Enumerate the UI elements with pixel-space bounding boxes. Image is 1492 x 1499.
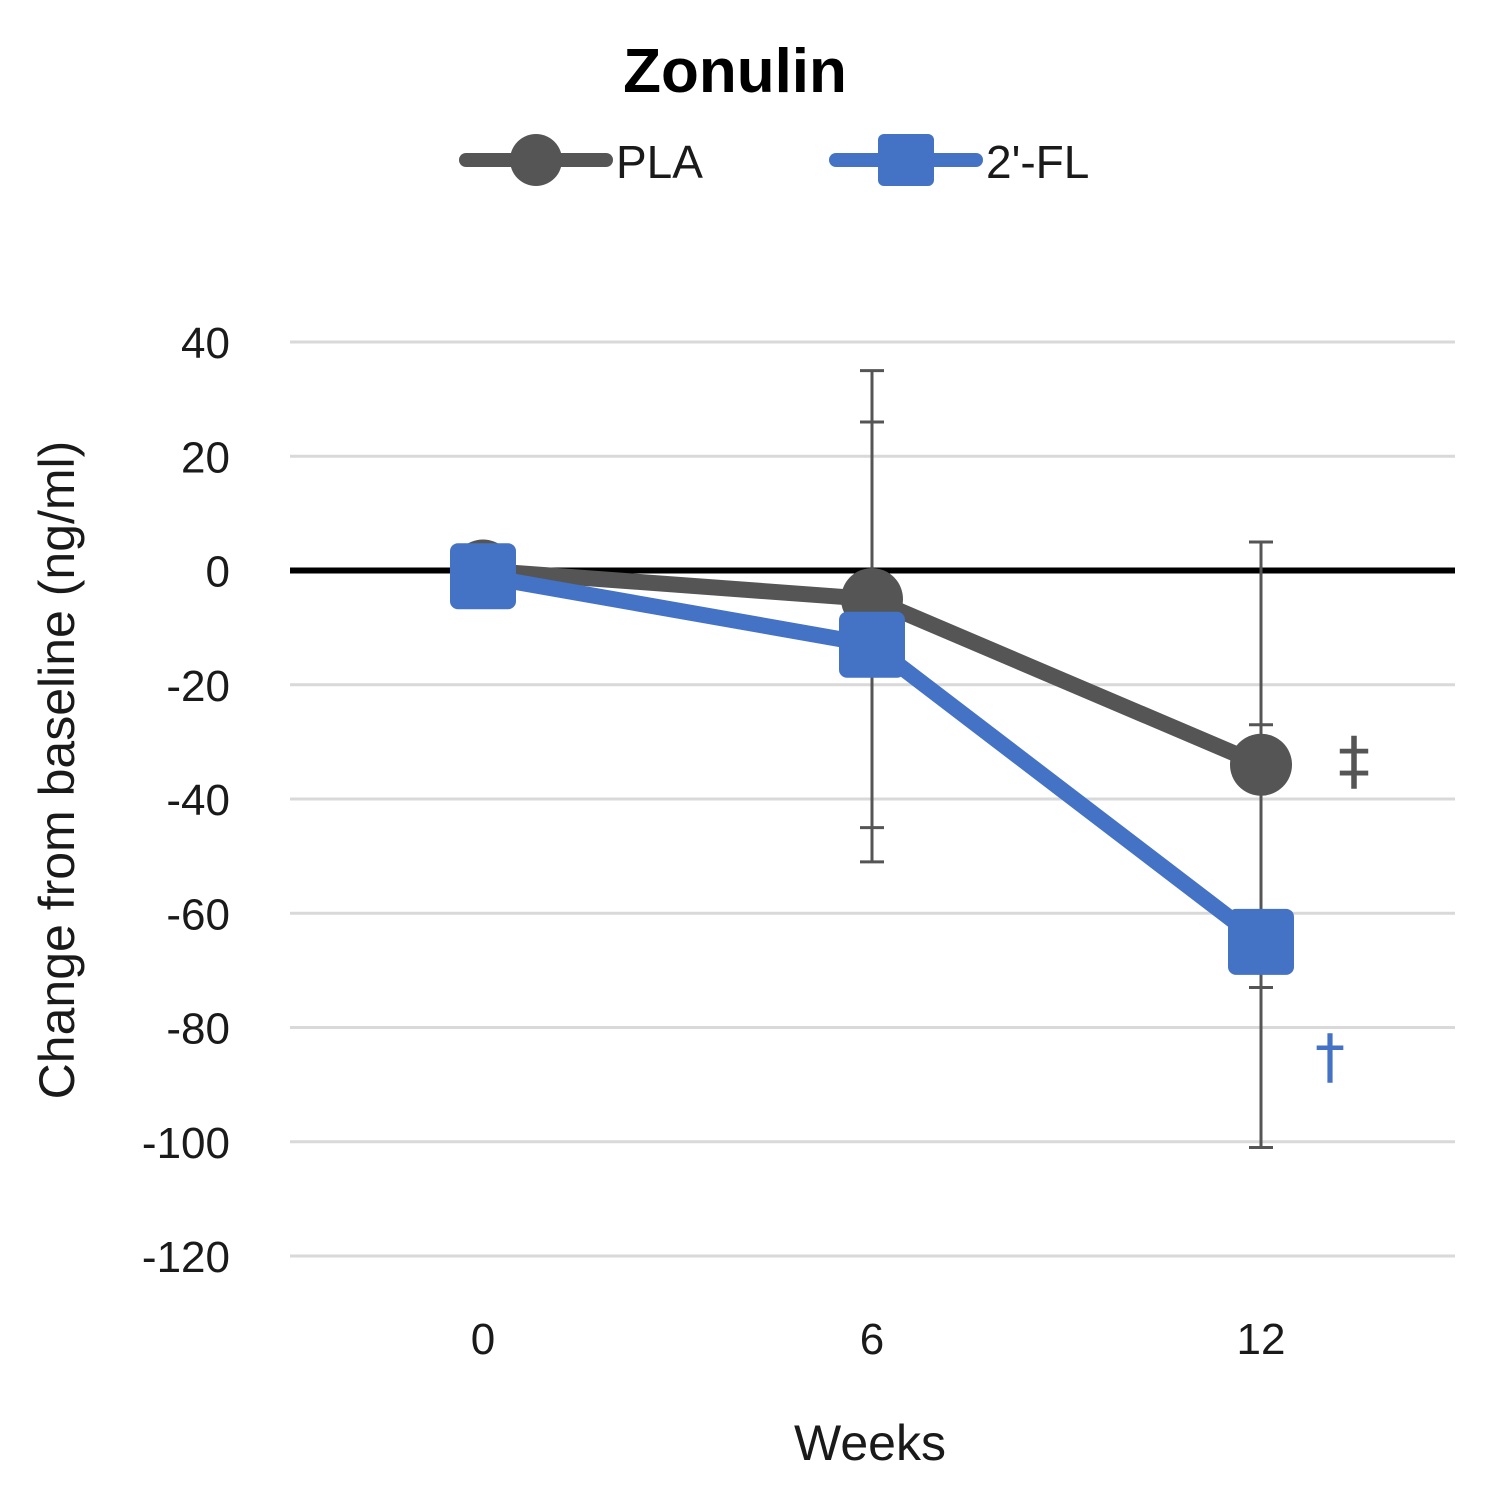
legend: PLA 2'-FL (459, 134, 1089, 188)
legend-item-2fl: 2'-FL (829, 134, 1089, 188)
x-tick-label: 6 (860, 1315, 884, 1364)
y-tick-label: -80 (166, 1005, 230, 1054)
x-tick-labels: 0 6 12 (471, 1315, 1286, 1364)
data-point-pla (1230, 733, 1292, 796)
data-point-2fl (1228, 908, 1294, 975)
data-series (450, 539, 1294, 975)
legend-marker-2fl (878, 134, 934, 186)
x-axis-label: Weeks (794, 1415, 946, 1471)
significance-mark-2fl: † (1315, 1022, 1345, 1092)
chart-title: Zonulin (623, 37, 847, 106)
data-point-2fl (450, 543, 516, 610)
error-bars (860, 369, 1273, 1149)
y-tick-label: 20 (181, 433, 230, 482)
x-tick-label: 0 (471, 1315, 495, 1364)
y-tick-label: -40 (166, 776, 230, 825)
y-tick-labels: 40 20 0 -20 -40 -60 -80 -100 -120 (142, 319, 230, 1282)
y-tick-label: 40 (181, 319, 230, 368)
y-tick-label: -60 (166, 890, 230, 939)
legend-label-pla: PLA (616, 136, 703, 188)
significance-mark-pla: ‡ (1338, 725, 1370, 799)
x-tick-label: 12 (1237, 1315, 1286, 1364)
legend-marker-pla (510, 134, 562, 186)
y-tick-label: 0 (206, 548, 230, 597)
y-tick-label: -20 (166, 662, 230, 711)
y-axis-label: Change from baseline (ng/ml) (29, 441, 85, 1100)
data-point-2fl (839, 611, 905, 678)
y-tick-label: -100 (142, 1119, 230, 1168)
legend-item-pla: PLA (459, 134, 703, 188)
significance-annotations: ‡† (1315, 725, 1370, 1092)
y-tick-label: -120 (142, 1233, 230, 1282)
legend-label-2fl: 2'-FL (986, 136, 1089, 188)
